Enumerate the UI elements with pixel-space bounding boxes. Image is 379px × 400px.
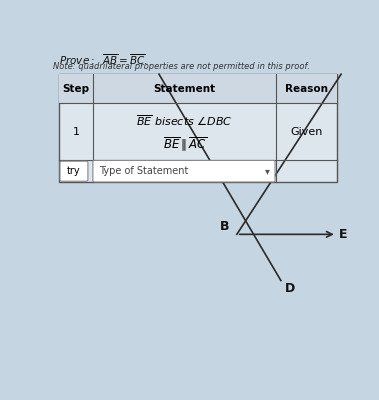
- Text: Reason: Reason: [285, 84, 328, 94]
- Text: E: E: [339, 228, 348, 241]
- Text: Given: Given: [290, 127, 323, 137]
- Bar: [59, 74, 337, 182]
- Text: D: D: [285, 282, 296, 295]
- Text: $\overline{BE} \parallel \overline{AC}$: $\overline{BE} \parallel \overline{AC}$: [163, 136, 207, 154]
- FancyBboxPatch shape: [60, 161, 88, 181]
- Bar: [59, 74, 337, 104]
- FancyBboxPatch shape: [93, 160, 275, 182]
- Text: Statement: Statement: [153, 84, 216, 94]
- Text: B: B: [220, 220, 230, 233]
- Text: Note: quadrilateral properties are not permitted in this proof.: Note: quadrilateral properties are not p…: [53, 62, 310, 71]
- Text: $\mathit{Prove:}$  $\overline{AB} = \overline{BC}$.: $\mathit{Prove:}$ $\overline{AB} = \over…: [59, 53, 148, 67]
- Text: $\overline{BE}$ bisects $\angle DBC$: $\overline{BE}$ bisects $\angle DBC$: [136, 113, 233, 128]
- Text: 1: 1: [72, 127, 80, 137]
- Text: Step: Step: [63, 84, 89, 94]
- Text: ▾: ▾: [265, 166, 270, 176]
- Text: Type of Statement: Type of Statement: [99, 166, 188, 176]
- Text: try: try: [67, 166, 81, 176]
